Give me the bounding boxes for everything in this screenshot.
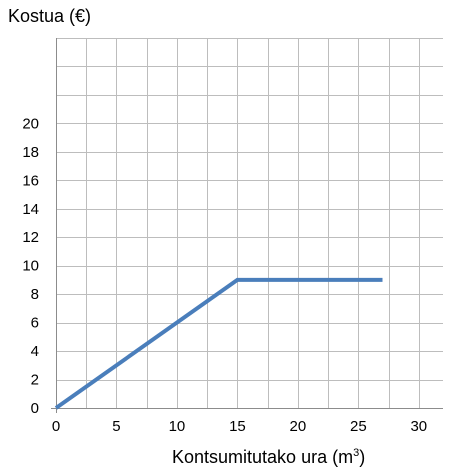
x-axis-title-superscript: 3 [353,447,359,459]
y-tick-label: 8 [31,286,39,303]
series-group [54,277,383,410]
y-axis-title: Kostua (€) [8,6,91,26]
x-axis-title-main: Kontsumitutako ura (m [172,447,353,467]
y-tick-label: 18 [22,144,39,161]
x-axis-title: Kontsumitutako ura (m3) [172,447,365,467]
y-tick-label: 0 [31,400,39,417]
x-tick-label: 20 [290,418,307,435]
y-tick-label: 2 [31,372,39,389]
x-tick-label: 15 [229,418,246,435]
y-tick-label: 14 [22,201,39,218]
grid-lines [56,38,443,409]
axes [51,38,443,413]
tick-labels: 0 5 10 15 20 25 30 0 2 4 6 8 10 12 14 16 18 20 [22,115,427,435]
y-tick-label: 10 [22,258,39,275]
y-tick-label: 16 [22,172,39,189]
x-tick-label: 10 [169,418,186,435]
x-tick-label: 30 [410,418,427,435]
y-tick-label: 12 [22,229,39,246]
y-tick-label: 6 [31,315,39,332]
x-tick-label: 0 [52,418,60,435]
y-tick-label: 4 [31,343,39,360]
x-tick-label: 5 [112,418,120,435]
x-axis-title-close: ) [359,447,365,467]
y-tick-label: 20 [22,115,39,132]
series-line [54,277,383,410]
x-tick-label: 25 [350,418,367,435]
